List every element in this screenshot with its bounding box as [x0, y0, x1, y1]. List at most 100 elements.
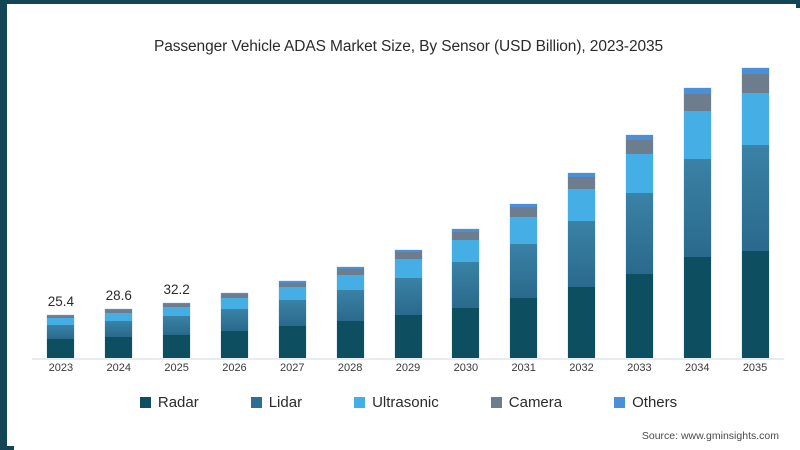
bar-segment-radar[interactable]	[278, 326, 306, 358]
bar-segment-ultrasonic[interactable]	[568, 188, 596, 222]
bar-segment-ultrasonic[interactable]	[278, 287, 306, 301]
bar-segment-camera[interactable]	[394, 252, 422, 260]
bar-segment-lidar[interactable]	[220, 308, 248, 331]
bar-segment-ultrasonic[interactable]	[510, 217, 538, 244]
bar-segment-camera[interactable]	[452, 232, 480, 241]
bar-segment-others[interactable]	[741, 68, 769, 75]
bar-segment-camera[interactable]	[625, 139, 653, 155]
stacked-bar[interactable]	[452, 229, 480, 358]
source-attribution: Source: www.gminsights.com	[641, 430, 779, 442]
x-axis-tick-2025: 2025	[164, 362, 189, 374]
legend-swatch-ultrasonic-icon	[354, 397, 366, 408]
bar-segment-radar[interactable]	[568, 287, 596, 358]
bar-segment-others[interactable]	[163, 303, 191, 305]
chart-title: Passenger Vehicle ADAS Market Size, By S…	[153, 38, 664, 55]
plot-area: 25.4 28.6 32.2	[32, 68, 784, 358]
stacked-bar[interactable]	[336, 267, 364, 358]
bar-segment-ultrasonic[interactable]	[105, 313, 133, 321]
bar-segment-camera[interactable]	[336, 268, 364, 275]
stacked-bar[interactable]	[220, 292, 248, 358]
bar-segment-others[interactable]	[683, 88, 711, 95]
bar-segment-radar[interactable]	[220, 330, 248, 358]
bar-group-2024: 28.6	[105, 68, 133, 358]
x-axis-tick-2033: 2033	[627, 362, 652, 374]
legend-item-others[interactable]: Others	[614, 394, 677, 411]
bar-segment-lidar[interactable]	[278, 300, 306, 327]
legend-item-camera[interactable]: Camera	[490, 394, 563, 411]
chart-legend: Radar Lidar Ultrasonic Camera Others	[14, 394, 800, 411]
bar-segment-ultrasonic[interactable]	[336, 274, 364, 290]
bar-segment-others[interactable]	[336, 267, 364, 269]
stacked-bar[interactable]	[625, 135, 653, 358]
bar-segment-radar[interactable]	[394, 315, 422, 358]
bar-segment-lidar[interactable]	[105, 321, 133, 337]
bar-segment-lidar[interactable]	[741, 144, 769, 251]
x-axis-tick-2024: 2024	[106, 362, 131, 374]
bar-segment-lidar[interactable]	[394, 277, 422, 316]
bar-segment-ultrasonic[interactable]	[683, 111, 711, 160]
legend-item-radar[interactable]: Radar	[139, 394, 199, 411]
bar-segment-ultrasonic[interactable]	[47, 318, 75, 326]
bar-segment-lidar[interactable]	[47, 325, 75, 339]
stacked-bar[interactable]	[568, 173, 596, 358]
bar-segment-ultrasonic[interactable]	[625, 154, 653, 194]
bar-segment-radar[interactable]	[163, 334, 191, 358]
bar-segment-camera[interactable]	[683, 94, 711, 112]
bar-segment-radar[interactable]	[47, 338, 75, 358]
bar-segment-camera[interactable]	[220, 294, 248, 299]
legend-item-lidar[interactable]: Lidar	[250, 394, 302, 411]
stacked-bar[interactable]	[741, 68, 769, 358]
bar-segment-radar[interactable]	[741, 250, 769, 358]
legend-swatch-others-icon	[614, 397, 626, 408]
bar-segment-others[interactable]	[452, 229, 480, 233]
bar-group-2026	[220, 68, 248, 358]
bar-segment-others[interactable]	[394, 250, 422, 253]
bar-segment-lidar[interactable]	[625, 193, 653, 274]
stacked-bar[interactable]	[278, 281, 306, 358]
bar-segment-lidar[interactable]	[510, 243, 538, 299]
bar-segment-ultrasonic[interactable]	[741, 92, 769, 145]
stacked-bar[interactable]	[394, 250, 422, 358]
stacked-bar[interactable]	[510, 204, 538, 358]
bar-segment-camera[interactable]	[510, 207, 538, 218]
x-axis-baseline	[32, 358, 784, 360]
bar-segment-radar[interactable]	[683, 257, 711, 358]
legend-swatch-camera-icon	[490, 397, 502, 408]
bar-segment-radar[interactable]	[452, 307, 480, 358]
stacked-bar[interactable]: 28.6	[105, 288, 133, 358]
x-axis-tick-2029: 2029	[395, 362, 421, 374]
bar-segment-lidar[interactable]	[336, 289, 364, 322]
legend-label: Camera	[508, 394, 563, 411]
stacked-bar[interactable]	[683, 88, 711, 358]
bar-segment-radar[interactable]	[625, 273, 653, 358]
bar-segment-ultrasonic[interactable]	[394, 259, 422, 278]
legend-item-ultrasonic[interactable]: Ultrasonic	[354, 394, 439, 411]
bar-segment-radar[interactable]	[105, 336, 133, 358]
bar-segment-radar[interactable]	[336, 321, 364, 358]
bar-group-2032	[568, 68, 596, 358]
bar-segment-radar[interactable]	[510, 298, 538, 358]
bar-segment-lidar[interactable]	[452, 262, 480, 308]
bar-segment-others[interactable]	[568, 173, 596, 178]
stacked-bar[interactable]: 32.2	[163, 282, 191, 358]
bar-segment-others[interactable]	[510, 204, 538, 208]
stacked-bar[interactable]: 25.4	[47, 294, 75, 358]
bar-segment-camera[interactable]	[105, 310, 133, 314]
bar-segment-camera[interactable]	[47, 315, 75, 319]
bar-segment-others[interactable]	[105, 309, 133, 311]
bar-segment-lidar[interactable]	[683, 159, 711, 258]
bar-segment-others[interactable]	[47, 314, 75, 316]
bar-segment-others[interactable]	[220, 292, 248, 295]
bar-segment-camera[interactable]	[568, 177, 596, 189]
bar-segment-ultrasonic[interactable]	[163, 307, 191, 317]
bar-segment-camera[interactable]	[163, 304, 191, 308]
bar-segment-others[interactable]	[625, 135, 653, 140]
bar-value-label: 28.6	[105, 288, 132, 304]
bar-segment-ultrasonic[interactable]	[452, 240, 480, 263]
bar-segment-ultrasonic[interactable]	[220, 298, 248, 309]
bar-segment-camera[interactable]	[741, 74, 769, 93]
bar-segment-lidar[interactable]	[163, 316, 191, 335]
bar-segment-others[interactable]	[278, 281, 306, 283]
bar-segment-camera[interactable]	[278, 282, 306, 288]
bar-segment-lidar[interactable]	[568, 221, 596, 288]
